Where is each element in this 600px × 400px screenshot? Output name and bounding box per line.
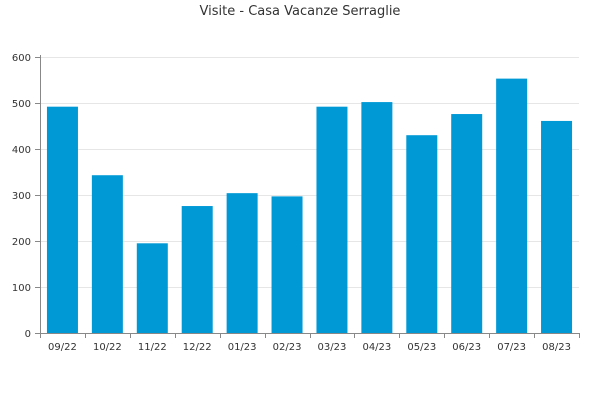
bar [361,102,393,333]
x-tick-label: 04/23 [362,342,391,353]
x-tick-label: 08/23 [542,342,571,353]
bar [451,114,483,333]
bar [406,135,438,333]
bar [316,106,348,334]
x-tick-label: 06/23 [452,342,481,353]
bar [91,175,123,333]
x-tick-label: 10/22 [93,342,122,353]
x-tick-label: 11/22 [138,342,167,353]
y-tick-label: 600 [12,53,31,64]
bar [541,120,573,333]
bar [226,193,258,333]
x-tick-label: 07/23 [497,342,526,353]
x-tick-label: 02/23 [273,342,302,353]
y-tick-label: 500 [12,99,31,110]
x-tick-label: 03/23 [318,342,347,353]
x-tick-label: 12/22 [183,342,212,353]
x-tick-label: 09/22 [48,342,77,353]
x-tick-label: 01/23 [228,342,257,353]
y-tick-label: 0 [25,329,31,340]
bar [46,106,78,334]
bar [271,196,303,333]
bar [136,243,168,333]
y-tick-label: 300 [12,191,31,202]
chart-title: Visite - Casa Vacanze Serraglie [199,4,401,19]
y-tick-label: 100 [12,283,31,294]
x-tick-label: 05/23 [407,342,436,353]
y-tick-label: 200 [12,237,31,248]
y-tick-label: 400 [12,145,31,156]
bar [496,78,528,334]
bar [181,206,213,333]
